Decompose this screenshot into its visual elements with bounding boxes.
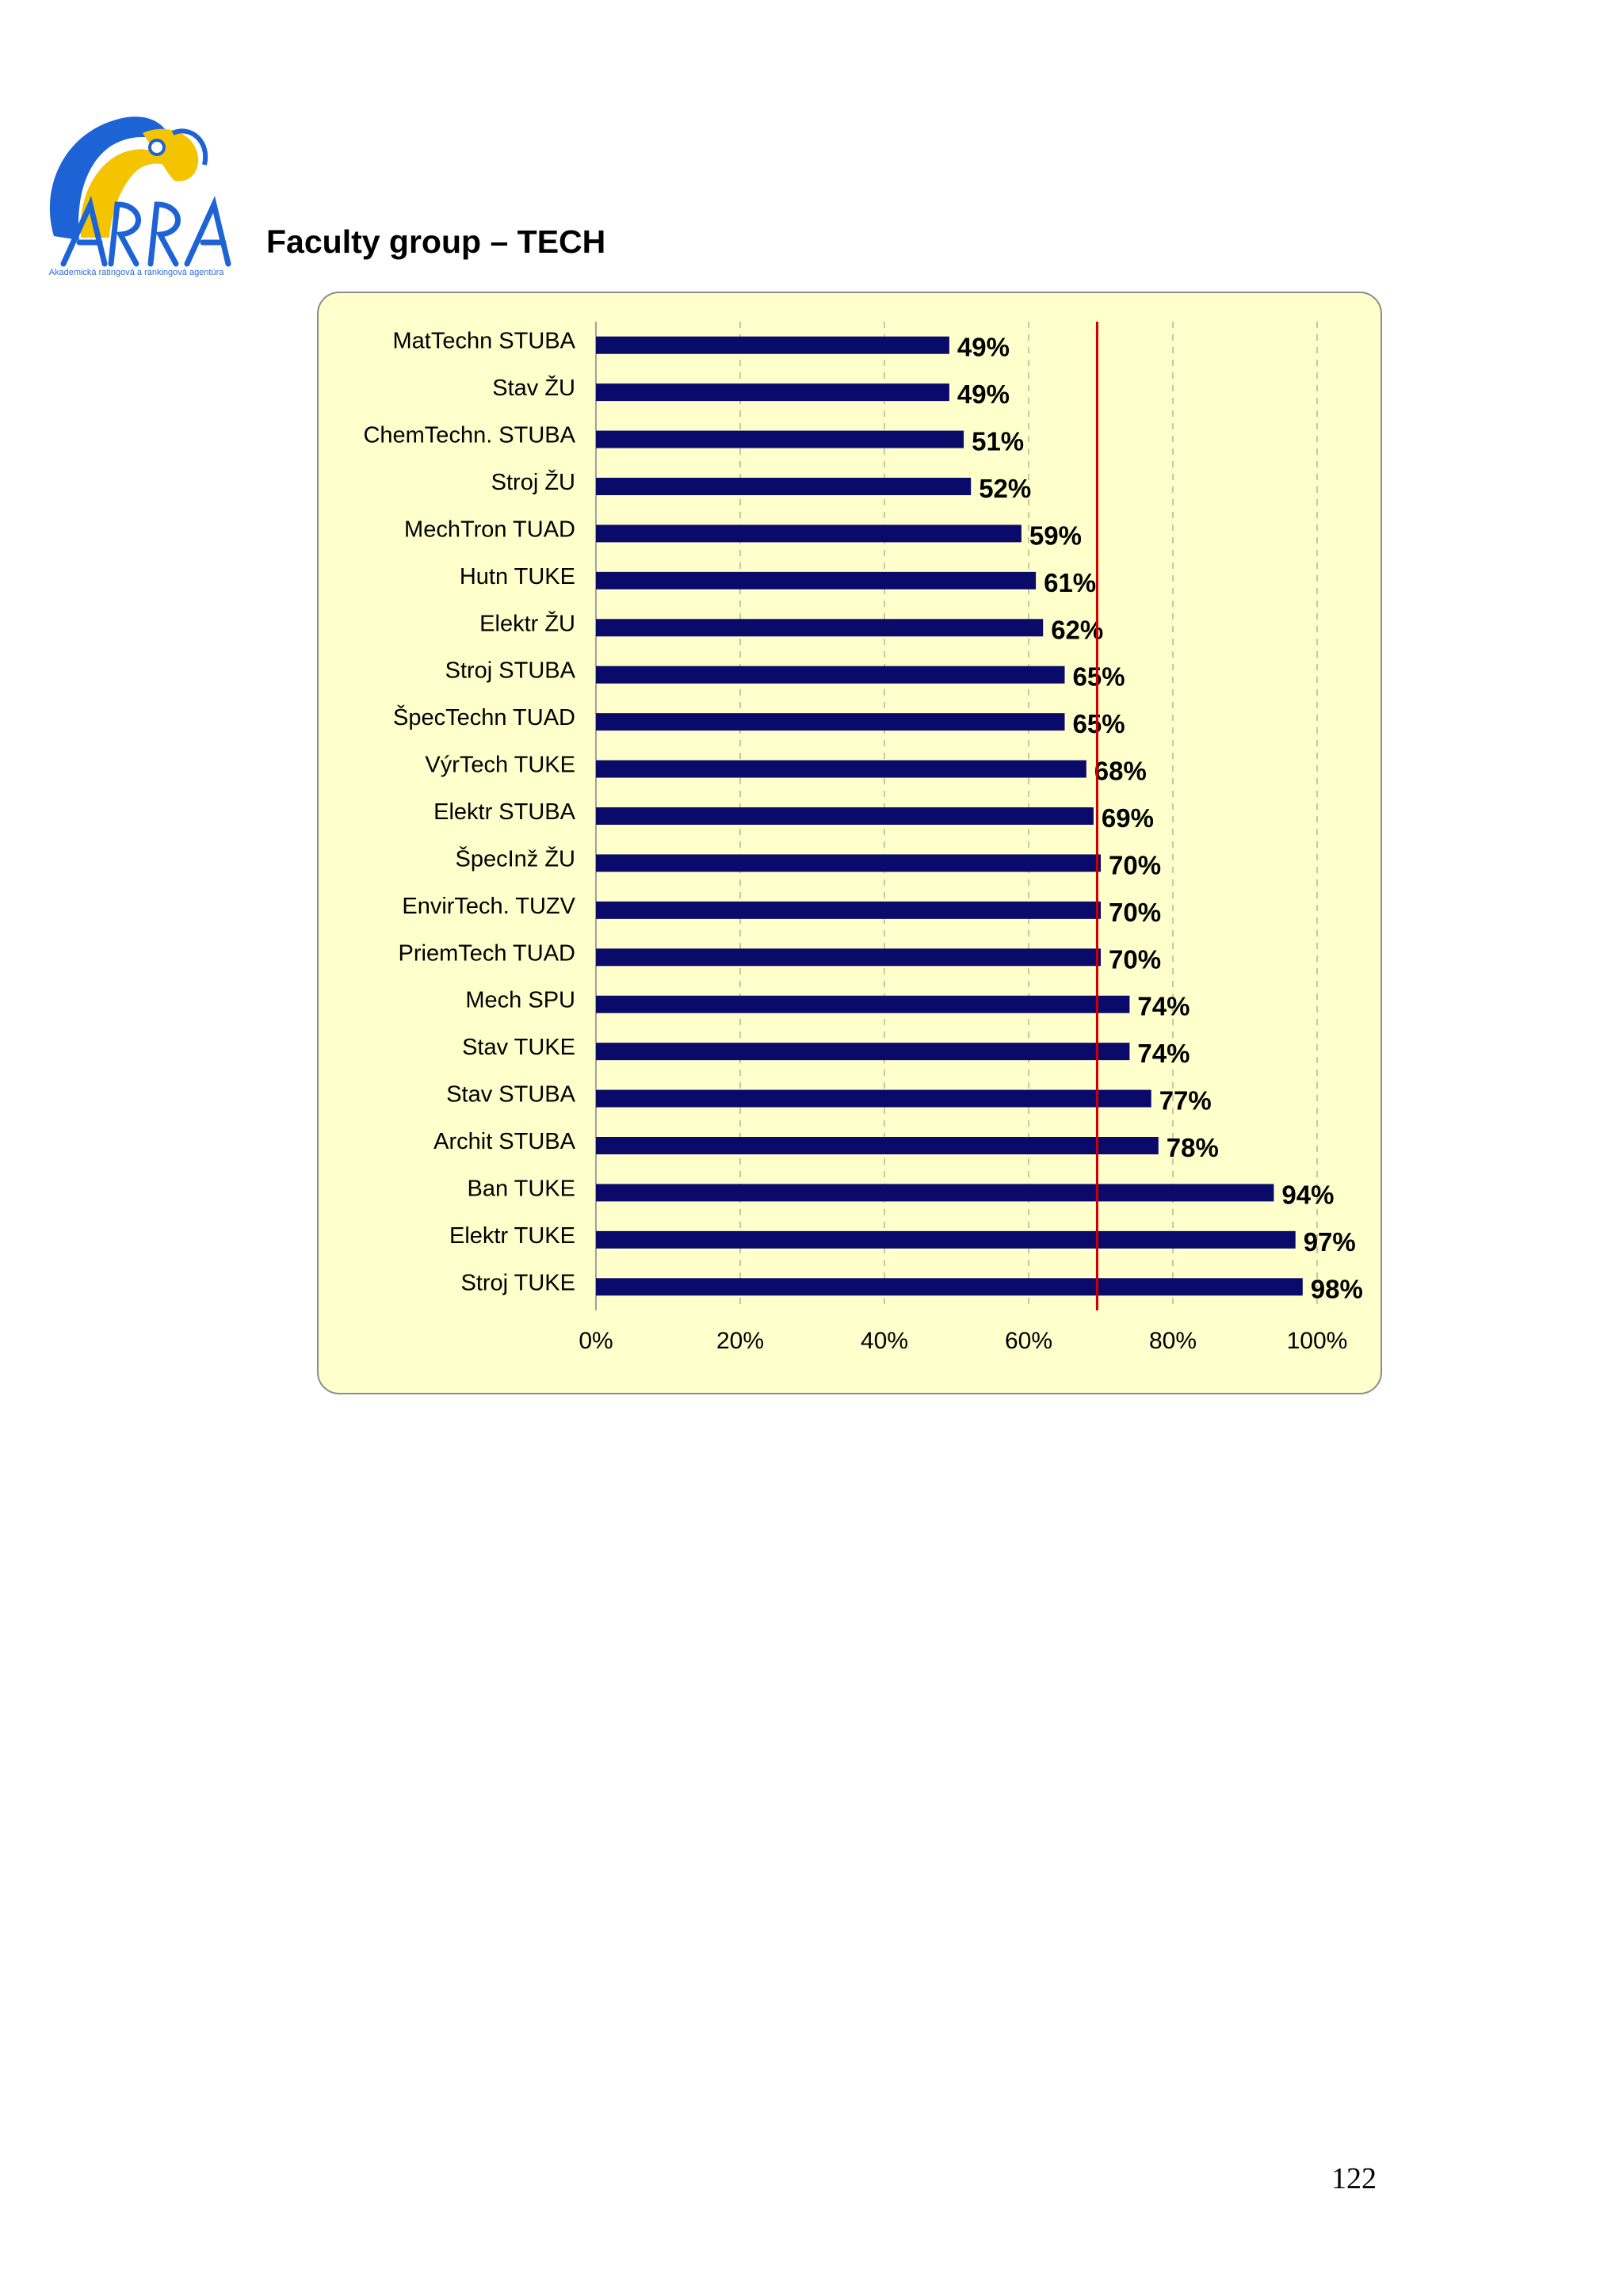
category-label: VýrTech TUKE	[425, 753, 575, 778]
value-label: 59%	[1029, 521, 1082, 550]
value-label: 62%	[1051, 615, 1103, 644]
bar	[596, 1137, 1159, 1154]
value-label: 78%	[1167, 1133, 1219, 1162]
value-label: 68%	[1094, 757, 1147, 786]
category-label: Archit STUBA	[433, 1129, 576, 1154]
value-label: 61%	[1044, 568, 1096, 597]
bar-chart: 0% 20% 40% 60% 80% 100% MatTechn STUBA 49% Stav …	[363, 322, 1363, 1354]
bar	[596, 760, 1086, 778]
category-label: ChemTechn. STUBA	[363, 423, 575, 448]
value-label: 49%	[957, 333, 1010, 362]
bar	[596, 948, 1101, 967]
bar	[596, 713, 1065, 731]
category-label: MatTechn STUBA	[393, 329, 576, 354]
logo-wordmark	[60, 196, 231, 267]
value-label: 70%	[1109, 850, 1161, 879]
bar	[596, 1278, 1303, 1296]
category-label: Stav ŽU	[492, 375, 575, 401]
value-label: 70%	[1109, 898, 1161, 927]
category-label: ŠpecTechn TUAD	[393, 704, 575, 730]
category-label: Stav TUKE	[462, 1035, 575, 1060]
value-label: 77%	[1159, 1086, 1212, 1116]
x-tick-label: 60%	[1005, 1328, 1052, 1354]
arra-logo	[32, 101, 238, 285]
category-label: EnvirTech. TUZV	[402, 894, 575, 919]
category-label: Stroj TUKE	[460, 1270, 575, 1295]
category-label: Stroj STUBA	[445, 658, 576, 684]
bar	[596, 571, 1037, 589]
bar	[596, 1043, 1130, 1061]
x-tick-label: 40%	[861, 1328, 908, 1354]
bar	[596, 995, 1130, 1013]
bar	[596, 383, 949, 402]
bar	[596, 666, 1065, 684]
chart-frame: 0% 20% 40% 60% 80% 100% MatTechn STUBA 49% Stav …	[317, 292, 1382, 1394]
x-tick-label: 80%	[1149, 1328, 1197, 1354]
value-label: 65%	[1073, 662, 1125, 692]
value-label: 52%	[979, 474, 1031, 503]
value-label: 98%	[1311, 1274, 1363, 1303]
bar	[596, 524, 1022, 543]
value-label: 70%	[1109, 944, 1161, 974]
value-label: 69%	[1102, 803, 1154, 833]
bar	[596, 854, 1101, 872]
bar	[596, 430, 964, 448]
category-label: Stav STUBA	[446, 1082, 575, 1108]
logo-subtitle: Akademická ratingová a rankingová agentú…	[48, 268, 224, 277]
category-label: PriemTech TUAD	[399, 940, 575, 966]
bar	[596, 1184, 1274, 1202]
category-label: ŠpecInž ŽU	[456, 845, 576, 871]
category-label: Elektr ŽU	[479, 610, 575, 636]
bar	[596, 807, 1094, 825]
page-number: 122	[1331, 2162, 1377, 2195]
value-label: 49%	[957, 379, 1010, 409]
bar	[596, 619, 1044, 637]
bar	[596, 336, 949, 354]
value-label: 74%	[1137, 992, 1190, 1021]
bar	[596, 901, 1101, 919]
x-tick-label: 0%	[579, 1328, 613, 1354]
value-label: 97%	[1304, 1227, 1356, 1257]
category-label: MechTron TUAD	[404, 517, 575, 542]
value-label: 94%	[1281, 1180, 1334, 1209]
bar	[596, 1230, 1296, 1249]
category-label: Ban TUKE	[468, 1176, 575, 1201]
section-title: Faculty group – TECH	[266, 223, 606, 260]
category-label: Hutn TUKE	[460, 564, 575, 589]
bar	[596, 1089, 1151, 1108]
x-tick-label: 20%	[716, 1328, 764, 1354]
value-label: 65%	[1073, 709, 1125, 738]
value-label: 74%	[1137, 1039, 1190, 1068]
bar	[596, 478, 972, 495]
value-label: 51%	[972, 427, 1024, 456]
category-label: Elektr STUBA	[433, 799, 576, 825]
category-label: Mech SPU	[465, 988, 575, 1013]
category-label: Stroj ŽU	[491, 469, 575, 495]
x-tick-label: 100%	[1287, 1328, 1348, 1354]
category-label: Elektr TUKE	[449, 1223, 575, 1249]
